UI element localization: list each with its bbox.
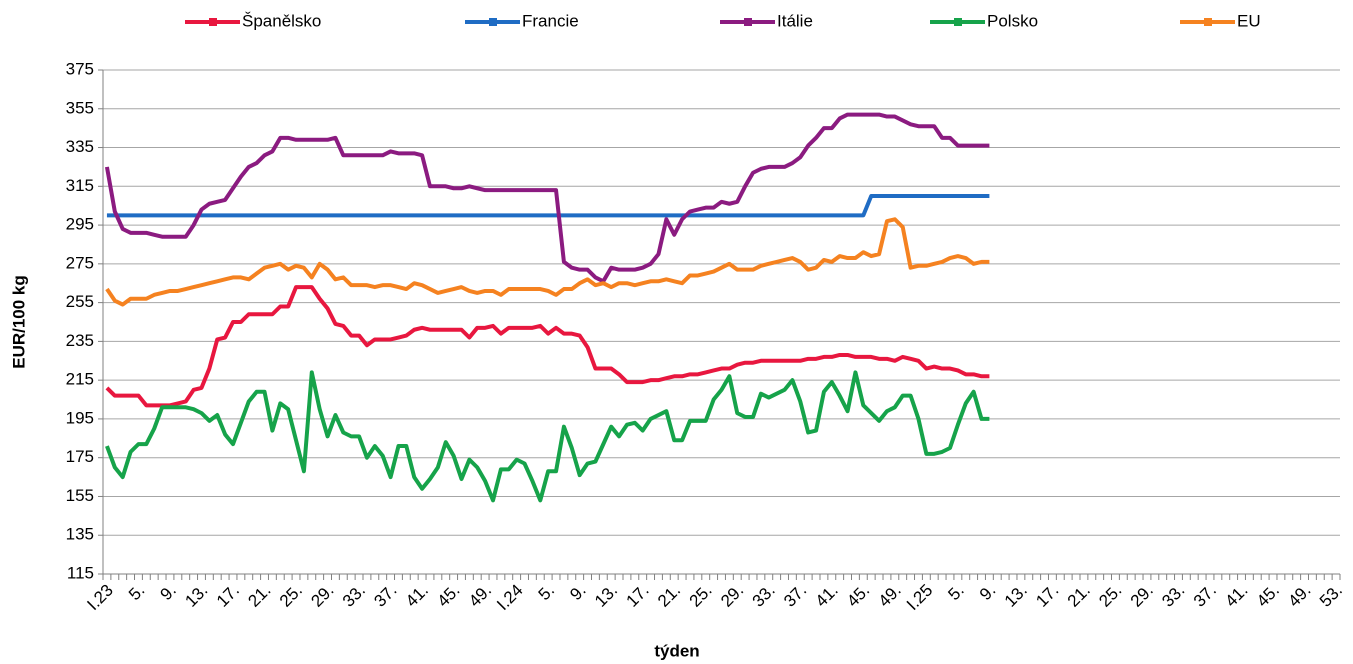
- x-tick-label: 25.: [276, 581, 306, 611]
- legend-label: Francie: [522, 11, 579, 30]
- y-tick-label: 155: [66, 486, 94, 505]
- x-tick-label: 49.: [465, 581, 495, 611]
- x-tick-label: I.24: [493, 581, 526, 614]
- x-tick-label: 29.: [717, 581, 747, 611]
- y-tick-label: 255: [66, 292, 94, 311]
- x-tick-label: 49.: [875, 581, 905, 611]
- legend-label: Itálie: [777, 11, 813, 30]
- legend-marker: [209, 18, 217, 26]
- x-tick-label: 37.: [370, 581, 400, 611]
- x-tick-label: 33.: [339, 581, 369, 611]
- x-tick-label: 21.: [1064, 581, 1094, 611]
- x-tick-label: 41.: [812, 581, 842, 611]
- x-tick-label: 53.: [1316, 581, 1346, 611]
- y-tick-label: 135: [66, 525, 94, 544]
- x-tick-label: 33.: [749, 581, 779, 611]
- x-tick-label: 25.: [686, 581, 716, 611]
- x-tick-label: 9.: [566, 581, 589, 604]
- y-tick-label: 235: [66, 331, 94, 350]
- y-tick-label: 355: [66, 98, 94, 117]
- y-tick-label: 315: [66, 176, 94, 195]
- x-tick-label: 13.: [1001, 581, 1031, 611]
- y-tick-label: 275: [66, 253, 94, 272]
- x-tick-label: I.25: [903, 581, 936, 614]
- x-tick-label: 37.: [780, 581, 810, 611]
- series-line: [104, 112, 990, 284]
- legend-label: Španělsko: [242, 11, 321, 30]
- x-tick-label: 45.: [433, 581, 463, 611]
- series-line: [105, 217, 990, 307]
- x-tick-label: 21.: [244, 581, 274, 611]
- legend-marker: [744, 18, 752, 26]
- x-tick-label: 49.: [1284, 581, 1314, 611]
- x-tick-label: 13.: [181, 581, 211, 611]
- x-tick-label: 17.: [623, 581, 653, 611]
- y-tick-label: 175: [66, 447, 94, 466]
- y-tick-label: 115: [67, 563, 94, 582]
- x-tick-label: 29.: [1127, 581, 1157, 611]
- y-tick-label: 195: [66, 408, 94, 427]
- x-tick-label: 21.: [654, 581, 684, 611]
- x-tick-label: 5.: [535, 581, 558, 604]
- legend-marker: [954, 18, 962, 26]
- y-axis-label: EUR/100 kg: [9, 275, 28, 369]
- legend-label: EU: [1237, 11, 1261, 30]
- x-tick-label: 45.: [1253, 581, 1283, 611]
- series-line: [105, 370, 990, 503]
- x-tick-label: 17.: [1032, 581, 1062, 611]
- x-tick-label: 9.: [157, 581, 180, 604]
- legend-marker: [489, 18, 497, 26]
- x-tick-label: 41.: [1221, 581, 1251, 611]
- x-tick-label: 29.: [307, 581, 337, 611]
- x-axis-label: týden: [654, 641, 699, 660]
- x-tick-label: 45.: [843, 581, 873, 611]
- legend-label: Polsko: [987, 11, 1038, 30]
- x-tick-label: 17.: [213, 581, 243, 611]
- y-tick-label: 295: [66, 215, 94, 234]
- x-tick-label: I.23: [83, 581, 116, 614]
- y-tick-label: 375: [66, 59, 94, 78]
- y-tick-label: 215: [66, 370, 94, 389]
- x-tick-label: 33.: [1158, 581, 1188, 611]
- x-tick-label: 9.: [976, 581, 999, 604]
- x-tick-label: 5.: [944, 581, 967, 604]
- series-line: [106, 194, 990, 218]
- y-tick-label: 335: [66, 137, 94, 156]
- x-tick-label: 37.: [1190, 581, 1220, 611]
- legend-marker: [1204, 18, 1212, 26]
- x-tick-label: 13.: [591, 581, 621, 611]
- x-tick-label: 5.: [125, 581, 148, 604]
- x-tick-label: 41.: [402, 581, 432, 611]
- x-tick-label: 25.: [1095, 581, 1125, 611]
- series-line: [105, 285, 990, 408]
